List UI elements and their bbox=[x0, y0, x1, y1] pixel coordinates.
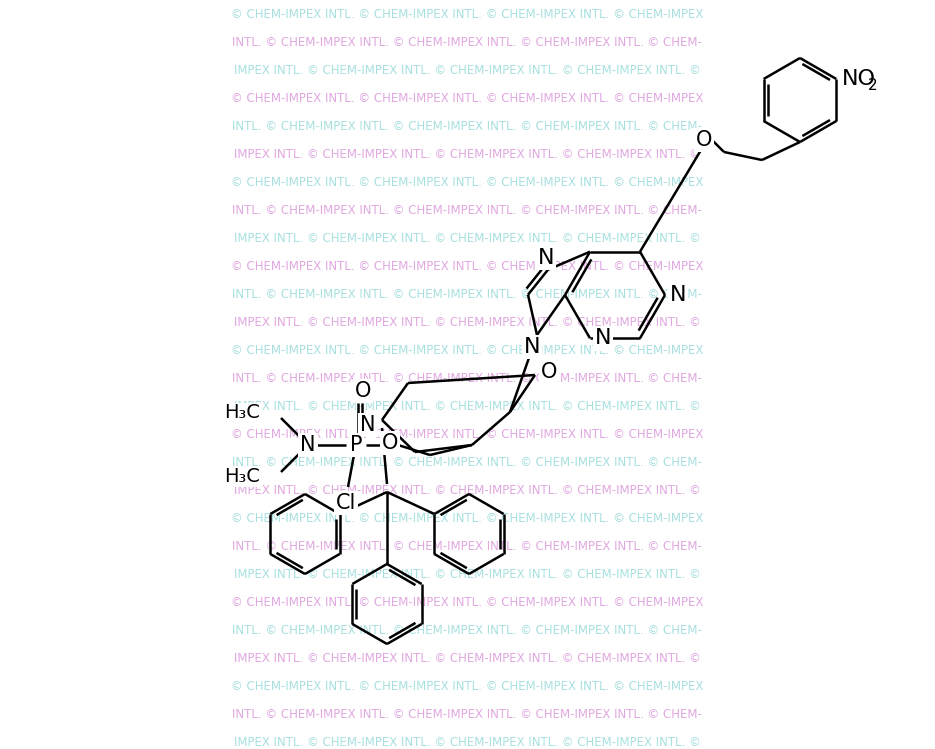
Text: © CHEM-IMPEX INTL. © CHEM-IMPEX INTL. © CHEM-IMPEX INTL. © CHEM-IMPEX: © CHEM-IMPEX INTL. © CHEM-IMPEX INTL. © … bbox=[231, 7, 703, 20]
Text: INTL. © CHEM-IMPEX INTL. © CHEM-IMPEX INTL. © CHEM-IMPEX INTL. © CHEM-: INTL. © CHEM-IMPEX INTL. © CHEM-IMPEX IN… bbox=[232, 539, 702, 553]
Text: N: N bbox=[524, 337, 540, 357]
Text: INTL. © CHEM-IMPEX INTL. © CHEM-IMPEX INTL. © CHEM-IMPEX INTL. © CHEM-: INTL. © CHEM-IMPEX INTL. © CHEM-IMPEX IN… bbox=[232, 455, 702, 469]
Text: N: N bbox=[669, 285, 686, 305]
Text: N: N bbox=[538, 248, 554, 267]
Text: INTL. © CHEM-IMPEX INTL. © CHEM-IMPEX INTL. © CHEM-IMPEX INTL. © CHEM-: INTL. © CHEM-IMPEX INTL. © CHEM-IMPEX IN… bbox=[232, 204, 702, 216]
Text: © CHEM-IMPEX INTL. © CHEM-IMPEX INTL. © CHEM-IMPEX INTL. © CHEM-IMPEX: © CHEM-IMPEX INTL. © CHEM-IMPEX INTL. © … bbox=[231, 175, 703, 189]
Text: IMPEX INTL. © CHEM-IMPEX INTL. © CHEM-IMPEX INTL. © CHEM-IMPEX INTL. ©: IMPEX INTL. © CHEM-IMPEX INTL. © CHEM-IM… bbox=[234, 315, 700, 329]
Text: © CHEM-IMPEX INTL. © CHEM-IMPEX INTL. © CHEM-IMPEX INTL. © CHEM-IMPEX: © CHEM-IMPEX INTL. © CHEM-IMPEX INTL. © … bbox=[231, 679, 703, 693]
Text: IMPEX INTL. © CHEM-IMPEX INTL. © CHEM-IMPEX INTL. © CHEM-IMPEX INTL. ©: IMPEX INTL. © CHEM-IMPEX INTL. © CHEM-IM… bbox=[234, 736, 700, 748]
Text: IMPEX INTL. © CHEM-IMPEX INTL. © CHEM-IMPEX INTL. © CHEM-IMPEX INTL. ©: IMPEX INTL. © CHEM-IMPEX INTL. © CHEM-IM… bbox=[234, 484, 700, 497]
Text: INTL. © CHEM-IMPEX INTL. © CHEM-IMPEX INTL. © CHEM-IMPEX INTL. © CHEM-: INTL. © CHEM-IMPEX INTL. © CHEM-IMPEX IN… bbox=[232, 623, 702, 637]
Text: INTL. © CHEM-IMPEX INTL. © CHEM-IMPEX INTL. © CHEM-IMPEX INTL. © CHEM-: INTL. © CHEM-IMPEX INTL. © CHEM-IMPEX IN… bbox=[232, 120, 702, 133]
Text: IMPEX INTL. © CHEM-IMPEX INTL. © CHEM-IMPEX INTL. © CHEM-IMPEX INTL. ©: IMPEX INTL. © CHEM-IMPEX INTL. © CHEM-IM… bbox=[234, 64, 700, 76]
Text: 2: 2 bbox=[869, 79, 878, 94]
Text: © CHEM-IMPEX INTL. © CHEM-IMPEX INTL. © CHEM-IMPEX INTL. © CHEM-IMPEX: © CHEM-IMPEX INTL. © CHEM-IMPEX INTL. © … bbox=[231, 91, 703, 105]
Text: INTL. © CHEM-IMPEX INTL. © CHEM-IMPEX INTL. © CHEM-IMPEX INTL. © CHEM-: INTL. © CHEM-IMPEX INTL. © CHEM-IMPEX IN… bbox=[232, 35, 702, 49]
Text: O: O bbox=[540, 362, 557, 382]
Text: N: N bbox=[300, 435, 316, 455]
Text: P: P bbox=[350, 435, 362, 455]
Text: INTL. © CHEM-IMPEX INTL. © CHEM-IMPEX INTL. © CHEM-IMPEX INTL. © CHEM-: INTL. © CHEM-IMPEX INTL. © CHEM-IMPEX IN… bbox=[232, 372, 702, 384]
Text: © CHEM-IMPEX INTL. © CHEM-IMPEX INTL. © CHEM-IMPEX INTL. © CHEM-IMPEX: © CHEM-IMPEX INTL. © CHEM-IMPEX INTL. © … bbox=[231, 259, 703, 273]
Text: IMPEX INTL. © CHEM-IMPEX INTL. © CHEM-IMPEX INTL. © CHEM-IMPEX INTL. ©: IMPEX INTL. © CHEM-IMPEX INTL. © CHEM-IM… bbox=[234, 399, 700, 413]
Text: Cl: Cl bbox=[336, 493, 356, 513]
Text: N: N bbox=[360, 415, 376, 435]
Text: © CHEM-IMPEX INTL. © CHEM-IMPEX INTL. © CHEM-IMPEX INTL. © CHEM-IMPEX: © CHEM-IMPEX INTL. © CHEM-IMPEX INTL. © … bbox=[231, 512, 703, 524]
Text: NO: NO bbox=[842, 69, 876, 89]
Text: H₃C: H₃C bbox=[224, 467, 260, 487]
Text: N: N bbox=[595, 328, 611, 348]
Text: O: O bbox=[696, 130, 712, 150]
Text: IMPEX INTL. © CHEM-IMPEX INTL. © CHEM-IMPEX INTL. © CHEM-IMPEX INTL. ©: IMPEX INTL. © CHEM-IMPEX INTL. © CHEM-IM… bbox=[234, 148, 700, 160]
Text: IMPEX INTL. © CHEM-IMPEX INTL. © CHEM-IMPEX INTL. © CHEM-IMPEX INTL. ©: IMPEX INTL. © CHEM-IMPEX INTL. © CHEM-IM… bbox=[234, 231, 700, 244]
Text: O: O bbox=[354, 381, 371, 401]
Text: © CHEM-IMPEX INTL. © CHEM-IMPEX INTL. © CHEM-IMPEX INTL. © CHEM-IMPEX: © CHEM-IMPEX INTL. © CHEM-IMPEX INTL. © … bbox=[231, 344, 703, 357]
Text: O: O bbox=[381, 433, 398, 453]
Text: IMPEX INTL. © CHEM-IMPEX INTL. © CHEM-IMPEX INTL. © CHEM-IMPEX INTL. ©: IMPEX INTL. © CHEM-IMPEX INTL. © CHEM-IM… bbox=[234, 652, 700, 664]
Text: H₃C: H₃C bbox=[224, 404, 260, 422]
Text: IMPEX INTL. © CHEM-IMPEX INTL. © CHEM-IMPEX INTL. © CHEM-IMPEX INTL. ©: IMPEX INTL. © CHEM-IMPEX INTL. © CHEM-IM… bbox=[234, 568, 700, 580]
Text: © CHEM-IMPEX INTL. © CHEM-IMPEX INTL. © CHEM-IMPEX INTL. © CHEM-IMPEX: © CHEM-IMPEX INTL. © CHEM-IMPEX INTL. © … bbox=[231, 428, 703, 440]
Text: INTL. © CHEM-IMPEX INTL. © CHEM-IMPEX INTL. © CHEM-IMPEX INTL. © CHEM-: INTL. © CHEM-IMPEX INTL. © CHEM-IMPEX IN… bbox=[232, 288, 702, 300]
Text: © CHEM-IMPEX INTL. © CHEM-IMPEX INTL. © CHEM-IMPEX INTL. © CHEM-IMPEX: © CHEM-IMPEX INTL. © CHEM-IMPEX INTL. © … bbox=[231, 595, 703, 608]
Text: INTL. © CHEM-IMPEX INTL. © CHEM-IMPEX INTL. © CHEM-IMPEX INTL. © CHEM-: INTL. © CHEM-IMPEX INTL. © CHEM-IMPEX IN… bbox=[232, 708, 702, 721]
